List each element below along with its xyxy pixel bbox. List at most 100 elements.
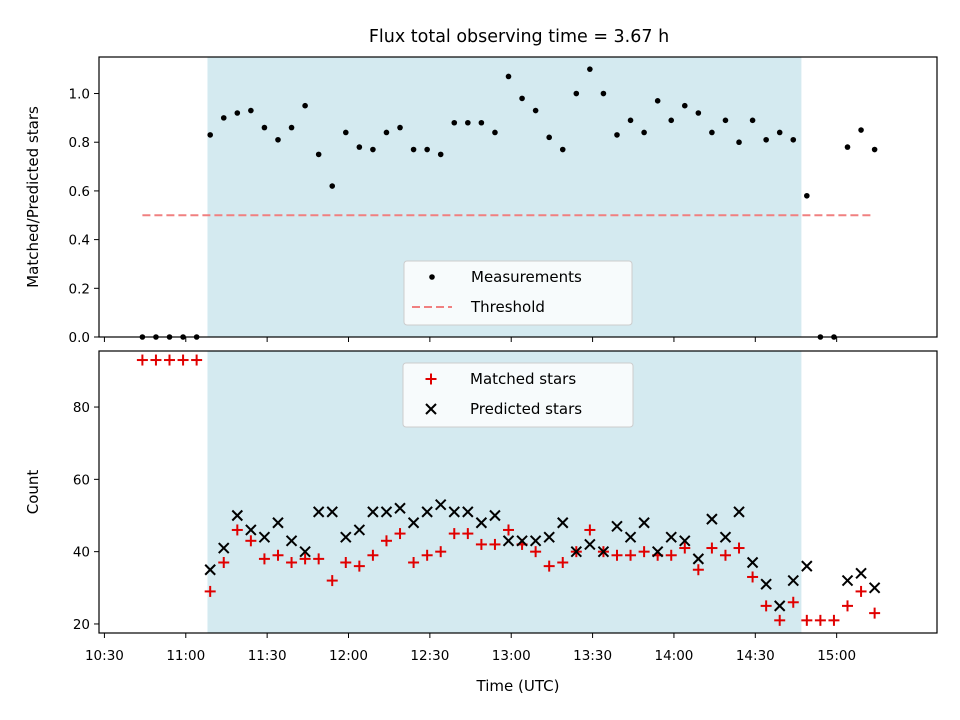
legend-entry: Predicted stars xyxy=(425,400,582,418)
top-panel: 0.0 0.2 0.4 0.6 0.8 1.0 Matched/Predicted star… xyxy=(24,56,938,346)
data-point xyxy=(218,542,230,554)
data-point xyxy=(654,98,661,104)
data-point xyxy=(397,124,403,131)
y-tick-label: 0.2 xyxy=(69,281,90,297)
data-point xyxy=(516,535,528,547)
data-point xyxy=(177,354,189,366)
data-point xyxy=(774,614,786,626)
data-point xyxy=(776,129,783,136)
x-tick-label: 12:00 xyxy=(329,648,368,664)
data-point xyxy=(489,509,501,522)
legend-entry: Matched stars xyxy=(425,370,576,388)
data-point xyxy=(763,136,769,143)
data-point xyxy=(804,192,810,199)
data-point xyxy=(532,107,539,114)
data-point xyxy=(465,119,471,126)
x-tick-label: 13:30 xyxy=(573,648,612,664)
y-axis-label: Matched/Predicted stars xyxy=(24,106,42,288)
data-point xyxy=(380,535,392,547)
data-point xyxy=(624,531,637,543)
series-predicted-stars xyxy=(204,498,881,612)
data-point xyxy=(625,549,637,561)
data-point xyxy=(709,129,715,136)
data-point xyxy=(641,129,647,136)
data-point xyxy=(519,95,525,102)
x-tick-label: 12:30 xyxy=(410,648,449,664)
data-point xyxy=(584,524,596,536)
data-point xyxy=(868,582,881,594)
data-point xyxy=(245,524,257,536)
data-point xyxy=(261,124,268,131)
data-point xyxy=(614,132,620,138)
data-point xyxy=(706,542,718,554)
data-point xyxy=(367,549,379,561)
data-point xyxy=(313,553,325,565)
data-point xyxy=(503,524,515,536)
data-point xyxy=(475,517,488,529)
data-point xyxy=(719,531,732,543)
data-point xyxy=(383,129,390,136)
x-tick-label: 14:30 xyxy=(736,648,775,664)
data-point xyxy=(587,66,593,72)
data-point xyxy=(451,119,458,126)
data-point xyxy=(234,110,241,116)
data-point xyxy=(695,110,702,116)
data-point xyxy=(546,134,552,141)
data-point xyxy=(706,513,718,525)
data-point xyxy=(204,585,216,597)
data-point xyxy=(462,506,474,518)
x-tick-label: 11:30 xyxy=(248,648,287,664)
data-point xyxy=(407,517,420,529)
data-point xyxy=(475,538,487,550)
data-point xyxy=(842,600,854,612)
data-point xyxy=(435,498,447,511)
legend-box xyxy=(402,362,634,428)
data-point xyxy=(421,549,433,561)
data-point xyxy=(492,129,498,136)
y-tick-label: 60 xyxy=(73,472,90,488)
data-point xyxy=(408,557,420,568)
data-point xyxy=(773,600,786,612)
data-point xyxy=(315,151,322,158)
data-point xyxy=(275,136,281,143)
y-tick-label: 0.4 xyxy=(69,233,90,249)
data-point xyxy=(611,549,623,561)
data-point xyxy=(204,564,216,576)
data-point xyxy=(638,517,650,529)
data-point xyxy=(258,531,271,543)
data-point xyxy=(435,546,447,558)
legend: Measurements Threshold xyxy=(403,260,633,326)
data-point xyxy=(258,553,270,565)
legend-marker xyxy=(429,274,435,280)
data-point xyxy=(841,574,854,587)
data-point xyxy=(681,102,688,109)
data-point xyxy=(326,506,338,518)
legend-marker xyxy=(425,373,437,385)
data-point xyxy=(424,146,430,153)
data-point xyxy=(421,506,433,518)
data-point xyxy=(380,506,393,518)
plot-frame xyxy=(98,350,938,634)
data-point xyxy=(869,607,881,619)
data-point xyxy=(733,506,745,518)
y-tick-label: 20 xyxy=(73,617,90,633)
y-tick-label: 0.6 xyxy=(69,184,90,200)
data-point xyxy=(597,545,610,558)
data-point xyxy=(733,542,745,554)
data-point xyxy=(448,528,460,540)
data-point xyxy=(340,531,352,543)
legend-entry: Threshold xyxy=(412,298,545,316)
data-point xyxy=(665,549,677,561)
data-point xyxy=(679,542,691,554)
y-tick-label: 80 xyxy=(73,400,90,416)
y-tick-label: 0.8 xyxy=(69,135,90,151)
data-point xyxy=(272,549,284,561)
data-point xyxy=(299,553,311,565)
data-point xyxy=(370,146,376,153)
data-point xyxy=(746,556,759,569)
data-point xyxy=(394,502,406,514)
data-point xyxy=(828,614,840,626)
x-tick-label: 10:30 xyxy=(85,648,124,664)
legend-label: Matched stars xyxy=(470,370,576,388)
x-tick-label: 13:00 xyxy=(492,648,531,664)
